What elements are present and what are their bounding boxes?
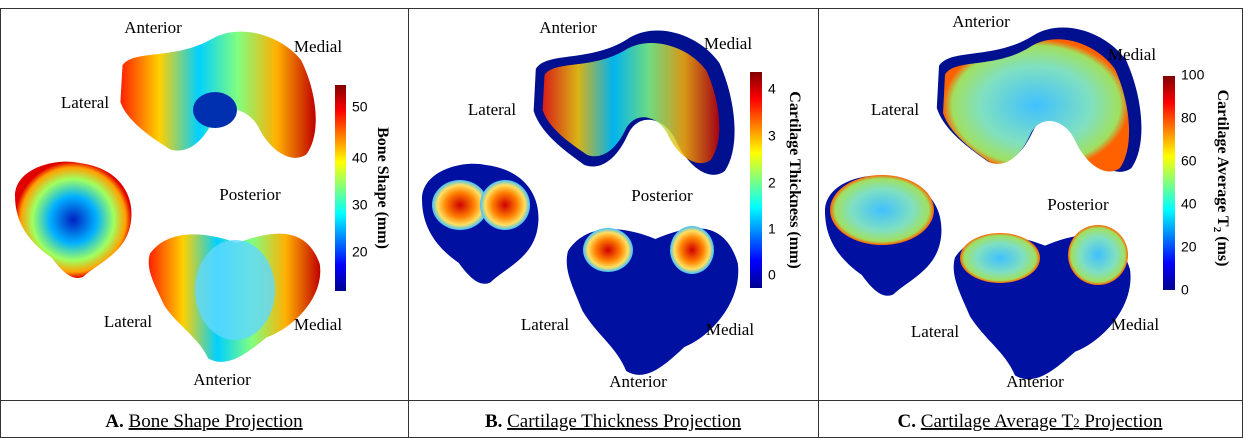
caption-text: Cartilage Thickness Projection	[507, 411, 741, 432]
colorbar-tick: 2	[768, 175, 776, 191]
caption-letter: A.	[105, 411, 123, 432]
colorbar-tick: 40	[352, 150, 368, 166]
caption-end: Projection	[1080, 411, 1163, 432]
colorbar-title-end: (ms)	[1214, 232, 1231, 266]
label: Medial	[294, 37, 342, 56]
label: Lateral	[911, 322, 959, 341]
caption: A. Bone Shape Projection	[105, 411, 303, 432]
colorbar	[1163, 76, 1175, 290]
label: Anterior	[952, 12, 1010, 31]
colorbar-tick: 0	[768, 267, 776, 283]
label: Medial	[704, 34, 752, 53]
colorbar-tick: 3	[768, 128, 776, 144]
colorbar-tick: 30	[352, 197, 368, 213]
label: Anterior	[1006, 372, 1064, 391]
colorbar	[335, 85, 346, 291]
colorbar-tick: 0	[1181, 282, 1189, 298]
colorbar-tick: 1	[768, 221, 776, 237]
label: Lateral	[871, 100, 919, 119]
caption-text: Bone Shape Projection	[129, 411, 304, 432]
colorbar-tick: 20	[1181, 239, 1197, 255]
caption-letter: C.	[898, 411, 916, 432]
colorbar-title: Cartilage Thickness (mm)	[786, 91, 803, 268]
colorbar-title: Cartilage Average T2 (ms)	[1211, 90, 1231, 267]
colorbar-tick: 60	[1181, 153, 1197, 169]
label: Posterior	[219, 185, 281, 204]
label: Lateral	[61, 93, 109, 112]
colorbar-tick: 4	[768, 81, 776, 97]
figure: Anterior Medial Lateral Posterior Latera…	[0, 0, 1243, 438]
colorbar-tick: 50	[352, 99, 368, 115]
label: Medial	[1108, 45, 1156, 64]
colorbar-title-text: Cartilage Average T	[1214, 90, 1231, 227]
label: Medial	[294, 315, 342, 334]
caption: B. Cartilage Thickness Projection	[485, 411, 742, 432]
colorbar-tick: 100	[1181, 67, 1205, 83]
caption-text: Cartilage Average T	[921, 411, 1074, 432]
caption-letter: B.	[485, 411, 502, 432]
label: Lateral	[104, 312, 152, 331]
label: Medial	[1111, 315, 1159, 334]
colorbar-tick: 80	[1181, 110, 1197, 126]
label: Lateral	[521, 315, 569, 334]
label: Anterior	[124, 18, 182, 37]
label: Anterior	[609, 372, 667, 391]
label: Posterior	[1047, 195, 1109, 214]
caption: C. Cartilage Average T2 Projection	[898, 411, 1163, 432]
label: Medial	[706, 320, 754, 339]
colorbar-title: Bone Shape (mm)	[374, 127, 391, 249]
colorbar-tick: 20	[352, 244, 368, 260]
label: Anterior	[539, 18, 597, 37]
colorbar-tick: 40	[1181, 196, 1197, 212]
label: Posterior	[631, 186, 693, 205]
label: Anterior	[193, 370, 251, 389]
colorbar	[750, 72, 762, 288]
label: Lateral	[468, 100, 516, 119]
